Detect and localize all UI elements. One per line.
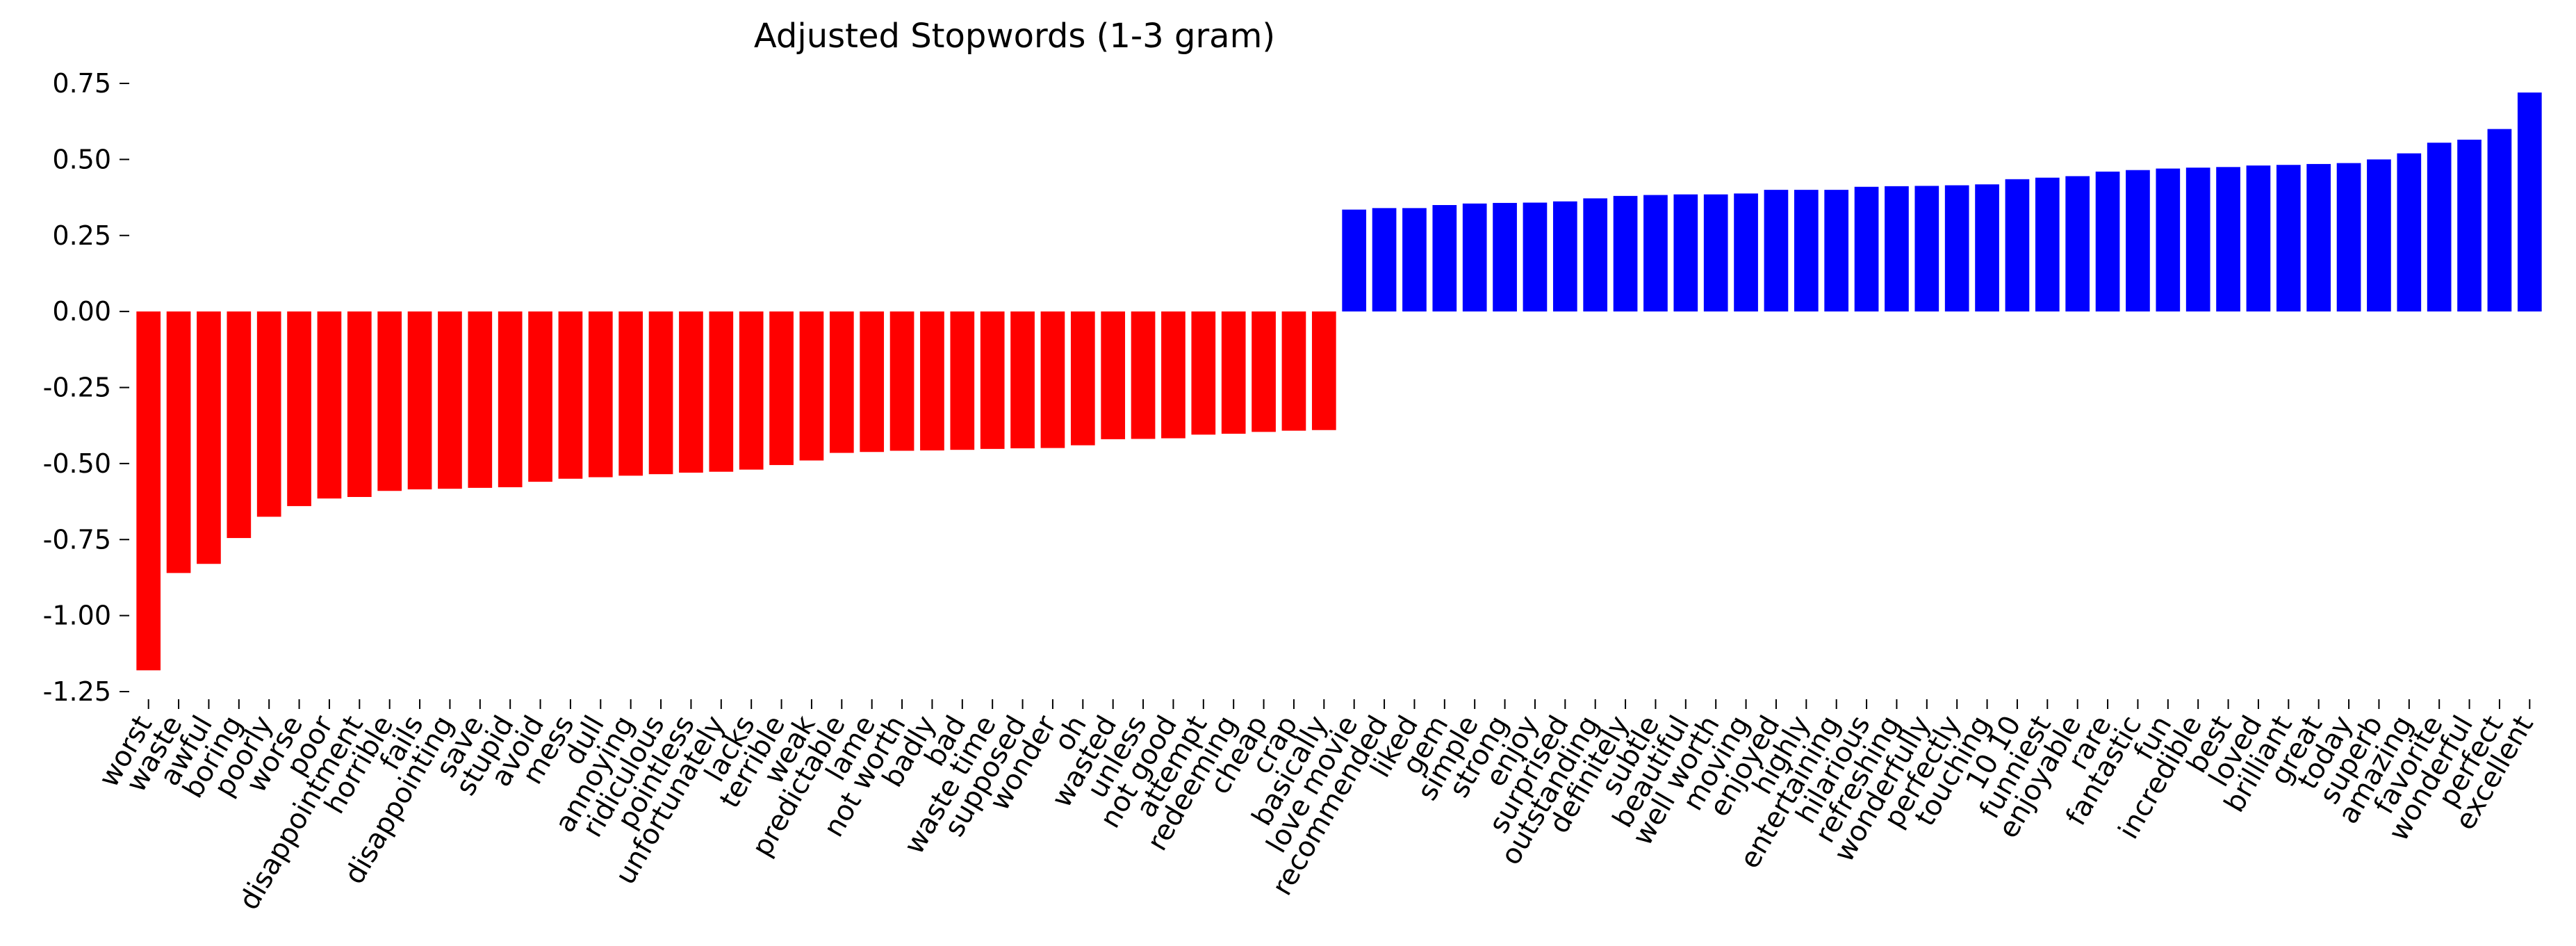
bar — [347, 311, 372, 497]
bar — [407, 311, 432, 490]
bar — [1885, 186, 1909, 312]
bar — [588, 311, 613, 478]
bar — [498, 311, 523, 487]
bar — [2095, 171, 2120, 312]
bar — [1010, 311, 1035, 448]
bar — [1944, 185, 1969, 312]
bar — [558, 311, 583, 479]
bar — [166, 311, 191, 573]
bar — [1703, 194, 1728, 312]
y-tick-label: -1.00 — [43, 601, 111, 631]
bar — [739, 311, 764, 470]
chart-title: Adjusted Stopwords (1-3 gram) — [754, 17, 1275, 56]
bar — [2487, 129, 2512, 312]
y-tick-label: -1.25 — [43, 676, 111, 707]
bar — [438, 311, 462, 489]
bar — [1493, 202, 1517, 312]
bar — [1552, 201, 1577, 312]
y-axis: 0.75 0.50 0.25 0.00 -0.25 -0.50 -0.75 -1.00 -1.2… — [43, 68, 129, 707]
bar — [1311, 311, 1336, 430]
bar — [889, 311, 914, 451]
y-tick-label: 0.00 — [52, 296, 111, 327]
bar — [679, 311, 703, 473]
bar — [1824, 190, 1849, 312]
bar — [1432, 205, 1457, 312]
bar — [2336, 163, 2361, 312]
bar — [1462, 203, 1487, 312]
bar — [1854, 186, 1879, 312]
bar — [1734, 193, 1758, 312]
bar — [1613, 195, 1638, 312]
bar — [528, 311, 552, 482]
bar — [1191, 311, 1216, 435]
bar — [829, 311, 854, 453]
bar — [1643, 195, 1668, 312]
bar — [648, 311, 673, 475]
bar — [1342, 209, 1367, 312]
bar — [1523, 202, 1548, 312]
bar — [980, 311, 1005, 449]
bar — [1402, 208, 1427, 312]
bar — [2276, 165, 2301, 312]
bar — [2216, 167, 2240, 312]
bar — [1975, 184, 1999, 312]
bar — [2246, 165, 2271, 312]
y-tick-label: -0.25 — [43, 373, 111, 403]
bar — [1914, 186, 1939, 312]
bar — [2065, 176, 2090, 312]
bar — [950, 311, 975, 450]
bar — [1673, 194, 1698, 312]
bar — [2005, 179, 2030, 312]
bar — [377, 311, 402, 491]
bar — [1764, 190, 1789, 312]
y-tick-label: -0.75 — [43, 524, 111, 555]
bar — [2457, 139, 2481, 312]
bar — [1583, 198, 1608, 312]
bar — [1221, 311, 1246, 434]
bar — [2306, 163, 2331, 312]
y-tick-label: -0.50 — [43, 448, 111, 479]
bar — [1040, 311, 1065, 448]
bar — [769, 311, 794, 466]
x-axis: worstwasteawfulboringpoorlyworsepoordisa… — [92, 699, 2540, 915]
bar — [227, 311, 252, 539]
bar — [2397, 153, 2422, 312]
bar — [1161, 311, 1186, 439]
bar — [468, 311, 493, 488]
bar — [1372, 208, 1397, 312]
bar — [2126, 170, 2150, 312]
bar — [2035, 177, 2060, 312]
bar — [1281, 311, 1306, 431]
bar — [1252, 311, 1276, 432]
bar — [136, 311, 161, 671]
bar — [2517, 92, 2542, 312]
bar — [920, 311, 944, 451]
bar — [1070, 311, 1095, 446]
bar — [860, 311, 885, 452]
y-tick-label: 0.75 — [52, 68, 111, 99]
y-tick-label: 0.25 — [52, 220, 111, 251]
bar — [2156, 168, 2181, 312]
bar — [287, 311, 311, 507]
bar — [197, 311, 221, 564]
bar — [709, 311, 734, 472]
bar — [317, 311, 342, 499]
bar — [799, 311, 824, 461]
bar — [2367, 159, 2391, 312]
bar — [2185, 168, 2210, 312]
bar — [1131, 311, 1156, 439]
bar — [1794, 190, 1819, 312]
bar — [2427, 142, 2452, 312]
bar — [256, 311, 281, 517]
bar — [1101, 311, 1126, 439]
bars — [136, 92, 2542, 671]
bar — [618, 311, 643, 476]
y-tick-label: 0.50 — [52, 144, 111, 174]
